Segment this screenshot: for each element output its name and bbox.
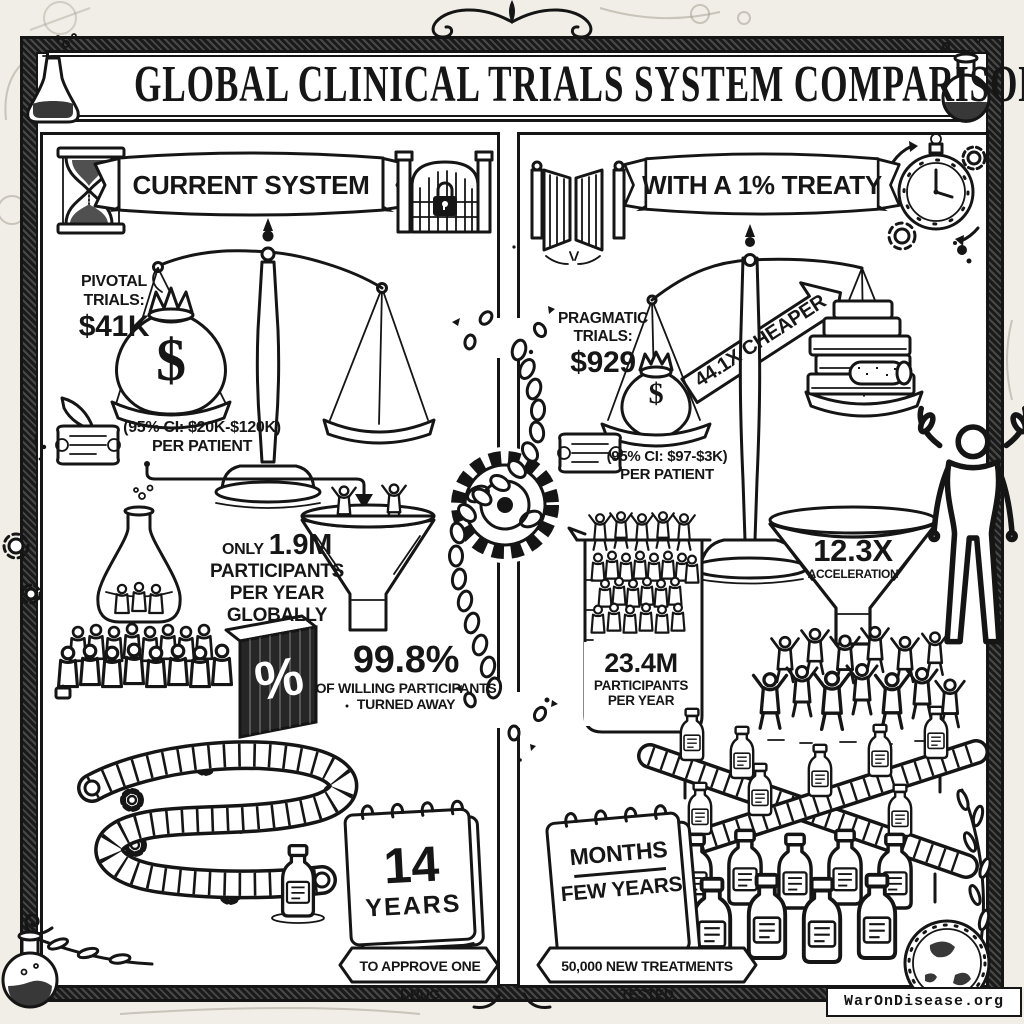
ci-right-line1: (95% CI: $97-$3K) bbox=[606, 448, 728, 465]
ci-left-line2: PER PATIENT bbox=[151, 438, 253, 455]
participants-line2: PARTICIPANTS bbox=[593, 678, 689, 693]
beaker-participants-label: 23.4M PARTICIPANTS PER YEAR bbox=[586, 648, 696, 708]
banner-label-current-system: CURRENT SYSTEM bbox=[132, 170, 370, 200]
ci-right: (95% CI: $97-$3K) PER PATIENT bbox=[586, 448, 748, 484]
banner-label-one-percent-treaty: WITH A 1% TREATY bbox=[642, 170, 882, 200]
percent-wall-symbol: % bbox=[250, 645, 308, 713]
page-title: GLOBAL CLINICAL TRIALS SYSTEM COMPARISON bbox=[134, 56, 1024, 114]
rejection-value: 99.8% bbox=[352, 639, 460, 681]
trial-type-line2: TRIALS: bbox=[83, 292, 145, 309]
rejection-line1: OF WILLING PARTICIPANTS bbox=[315, 680, 497, 696]
participants-value: 23.4M bbox=[604, 648, 678, 678]
rejection-stat: 99.8% OF WILLING PARTICIPANTS TURNED AWA… bbox=[312, 640, 500, 712]
trial-type-line1: PIVOTAL bbox=[80, 273, 148, 290]
participants-line2: PARTICIPANTS bbox=[210, 560, 344, 582]
trial-type-line2: TRIALS: bbox=[573, 328, 633, 345]
watermark: WarOnDisease.org bbox=[826, 987, 1022, 1017]
rejection-line2: TURNED AWAY bbox=[356, 696, 456, 712]
footer-left-label: TO APPROVE ONE DRUG bbox=[359, 958, 481, 1002]
acceleration-stat: 12.3X ACCELERATION bbox=[788, 534, 918, 581]
acceleration-value: 12.3X bbox=[813, 533, 893, 568]
ci-right-line2: PER PATIENT bbox=[620, 466, 714, 483]
participants-line3: PER YEAR bbox=[607, 693, 675, 708]
trial-type-line1: PRAGMATIC bbox=[557, 310, 648, 327]
cost-value: $929 bbox=[570, 346, 636, 379]
participants-left: ONLY 1.9M PARTICIPANTS PER YEAR GLOBALLY bbox=[182, 530, 372, 627]
calendar-right-text: MONTHS FEW YEARS bbox=[554, 835, 687, 908]
ci-left-line1: (95% CI: $20K-$120K) bbox=[123, 419, 281, 436]
participants-prefix: ONLY bbox=[221, 541, 264, 558]
pragmatic-trials-cost: PRAGMATIC TRIALS: $929 bbox=[544, 310, 662, 380]
calendar-left-value: 14 bbox=[382, 835, 441, 895]
money-bag-dollar-left: $ bbox=[156, 327, 186, 393]
acceleration-label: ACCELERATION bbox=[807, 567, 899, 581]
money-bag-dollar-right: $ bbox=[648, 377, 664, 410]
calendar-left-text: 14 YEARS bbox=[349, 835, 475, 923]
participants-line3: PER YEAR GLOBALLY bbox=[226, 582, 328, 626]
participants-value: 1.9M bbox=[268, 529, 333, 561]
ci-left: (95% CI: $20K-$120K) PER PATIENT bbox=[98, 418, 306, 456]
footer-right-label: 50,000 NEW TREATMENTS TESTED bbox=[561, 958, 733, 1002]
